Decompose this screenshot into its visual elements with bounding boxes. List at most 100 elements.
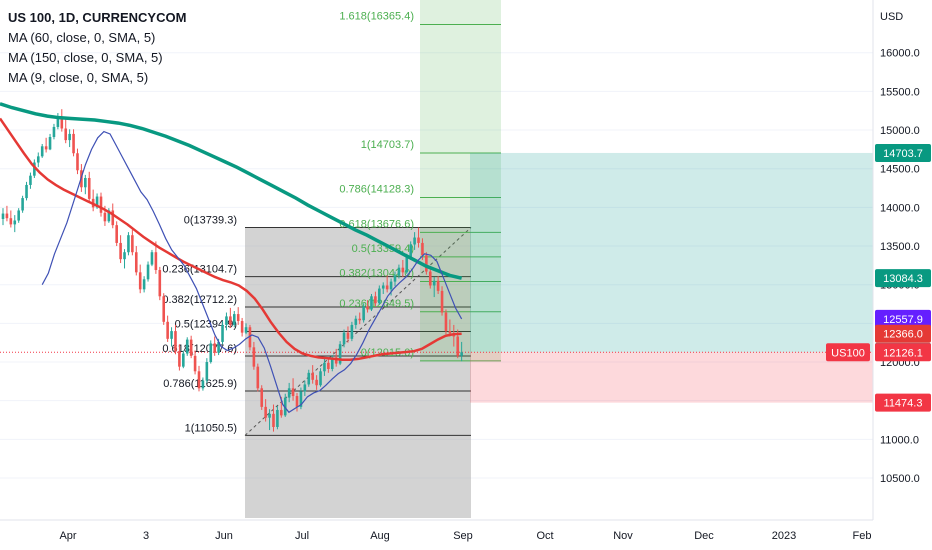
candle-body (366, 306, 369, 310)
candle-body (268, 413, 271, 418)
candle-body (295, 396, 299, 407)
candle-body (327, 362, 330, 369)
candle-body (370, 296, 373, 310)
candle-body (119, 242, 122, 260)
candle-body (448, 331, 452, 334)
time-tick-label: Dec (694, 530, 714, 542)
candle-body (350, 324, 354, 339)
price-tick-label: 13500.0 (880, 241, 920, 253)
candle-body (272, 413, 275, 427)
candle-body (307, 372, 311, 385)
candle-body (127, 235, 130, 253)
candle-body (52, 126, 56, 138)
time-axis: Apr 3 Jun Jul Aug Sep Oct Nov Dec 2023 Feb (0, 519, 873, 542)
fib-ext-label: 1.618(16365.4) (339, 10, 414, 22)
time-tick-label: Oct (536, 530, 553, 542)
candle-body (264, 406, 267, 418)
price-tag-bg (875, 324, 931, 343)
price-tick-label: 16000.0 (880, 48, 920, 60)
symbol-title: US 100, 1D, CURRENCYCOM (8, 10, 187, 25)
candle-body (174, 331, 177, 352)
candle-body (381, 285, 385, 289)
candle-body (283, 397, 287, 416)
candle-body (280, 409, 283, 416)
ma-line (0, 117, 462, 361)
candle-body (240, 321, 244, 333)
candle-body (436, 280, 440, 291)
candle-body (95, 196, 99, 208)
candle-body (197, 371, 201, 389)
candle-body (87, 177, 91, 199)
candle-body (162, 296, 166, 322)
candle-body (244, 327, 248, 333)
candle-body (131, 235, 134, 253)
candle-body (421, 242, 424, 256)
candle-body (154, 252, 158, 271)
candle-body (236, 314, 240, 322)
price-tag-bg (875, 343, 931, 362)
time-tick-label: Apr (59, 530, 76, 542)
candle-body (291, 388, 295, 397)
candle-body (76, 153, 79, 171)
candle-body (44, 146, 48, 150)
candle-body (115, 225, 118, 243)
time-tick-label: Nov (613, 530, 633, 542)
candle-body (276, 409, 279, 427)
time-tick-label: Feb (853, 530, 872, 542)
candle-body (146, 264, 150, 280)
time-tick-label: Jul (295, 530, 309, 542)
fib-level-label: 0.382(12712.2) (162, 294, 237, 306)
time-tick-label: 2023 (772, 530, 796, 542)
symbol-tag-label: US100 (831, 347, 865, 359)
time-tick-label: Aug (370, 530, 390, 542)
candle-body (374, 296, 377, 304)
grid-lines (0, 52, 873, 479)
candle-body (103, 212, 107, 222)
candle-body (413, 237, 416, 245)
candle-body (17, 210, 20, 221)
fib-retracement-area (245, 227, 471, 518)
ma-line (41, 130, 463, 414)
candle-body (209, 343, 213, 363)
candle-body (409, 244, 412, 257)
candle-body (393, 275, 397, 282)
candle-body (252, 347, 256, 367)
candle-body (425, 255, 428, 272)
candle-body (311, 372, 314, 380)
candle-body (248, 327, 252, 348)
candle-body (456, 336, 460, 356)
ma60-legend[interactable]: MA (60, close, 0, SMA, 5) (8, 30, 156, 45)
price-tag-bg (875, 269, 931, 288)
candle-body (358, 318, 362, 321)
candle-body (84, 177, 87, 188)
candle-body (232, 314, 236, 325)
candle-body (229, 316, 232, 325)
price-tag-label: 12557.9 (883, 314, 923, 326)
candle-body (354, 318, 358, 325)
candle-body (1, 213, 5, 219)
candle-body (334, 357, 338, 364)
chart-legend: US 100, 1D, CURRENCYCOM MA (60, close, 0… (8, 8, 186, 88)
candle-body (9, 218, 13, 225)
time-tick-label: Jun (215, 530, 233, 542)
price-tag-bg (875, 393, 931, 412)
candle-body (315, 379, 318, 386)
candle-body (440, 290, 444, 313)
candle-body (201, 380, 205, 389)
candle-body (13, 220, 17, 225)
candle-body (362, 306, 365, 321)
candle-body (319, 371, 322, 386)
ma150-legend[interactable]: MA (150, close, 0, SMA, 5) (8, 50, 163, 65)
ma9-legend[interactable]: MA (9, close, 0, SMA, 5) (8, 70, 149, 85)
candle-body (299, 391, 303, 407)
price-tick-label: 10500.0 (880, 473, 920, 485)
price-tags: 14703.713084.312557.912366.012131.912126… (826, 143, 931, 412)
axis-unit: USD (880, 11, 903, 23)
candle-body (378, 288, 381, 304)
candle-body (21, 198, 24, 211)
candle-body (111, 210, 115, 226)
fib-level-label: 1(11050.5) (185, 422, 237, 434)
candle-body (185, 339, 189, 354)
candle-body (432, 280, 436, 286)
